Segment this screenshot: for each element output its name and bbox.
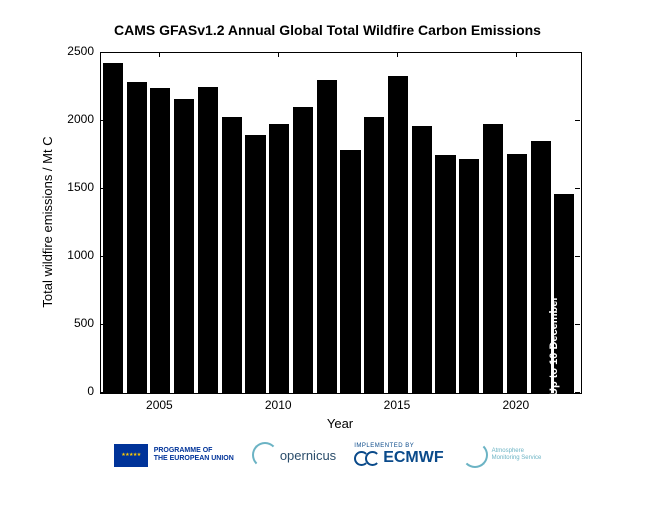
ytick-mark: [100, 188, 105, 189]
ams-swirl-icon: [462, 442, 488, 468]
ecmwf-main: ECMWF: [354, 449, 443, 467]
eu-line2: THE EUROPEAN UNION: [154, 455, 234, 463]
bar: [150, 88, 170, 393]
bar: [364, 117, 384, 393]
xtick-mark: [159, 387, 160, 392]
bar: [222, 117, 242, 393]
ams-line1: Atmosphere: [492, 448, 542, 455]
ecmwf-cc-icon: [354, 451, 380, 466]
ytick-mark: [575, 324, 580, 325]
xtick-label: 2020: [502, 398, 529, 412]
ams-text: Atmosphere Monitoring Service: [492, 448, 542, 461]
xtick-mark: [278, 387, 279, 392]
bar: [269, 124, 289, 393]
ytick-label: 1500: [50, 180, 94, 194]
ytick-mark: [100, 256, 105, 257]
chart-title: CAMS GFASv1.2 Annual Global Total Wildfi…: [0, 22, 655, 38]
plot-area: [100, 52, 582, 394]
bar: [174, 99, 194, 393]
bar: [340, 150, 360, 393]
page: CAMS GFASv1.2 Annual Global Total Wildfi…: [0, 0, 655, 505]
ytick-label: 2000: [50, 112, 94, 126]
ytick-mark: [100, 52, 105, 53]
xtick-mark: [516, 387, 517, 392]
ytick-mark: [100, 120, 105, 121]
eu-logo: ★ ★ ★ ★ ★ PROGRAMME OF THE EUROPEAN UNIO…: [114, 444, 234, 467]
copernicus-swirl-icon: [252, 442, 278, 468]
xtick-mark: [397, 387, 398, 392]
bar: [198, 87, 218, 393]
ytick-label: 0: [50, 384, 94, 398]
bar: [435, 155, 455, 393]
bar: [293, 107, 313, 393]
ytick-label: 1000: [50, 248, 94, 262]
bar: [459, 159, 479, 393]
copernicus-text: opernicus: [280, 448, 336, 463]
xtick-mark: [397, 52, 398, 57]
ecmwf-logo: IMPLEMENTED BY ECMWF: [354, 443, 443, 467]
ytick-mark: [575, 256, 580, 257]
ytick-mark: [575, 188, 580, 189]
ytick-mark: [100, 324, 105, 325]
xtick-mark: [159, 52, 160, 57]
y-axis-label: Total wildfire emissions / Mt C: [40, 112, 55, 332]
bar: [388, 76, 408, 393]
ecmwf-text: ECMWF: [383, 449, 443, 467]
xtick-mark: [278, 52, 279, 57]
bar: [507, 154, 527, 393]
bar: [245, 135, 265, 393]
xtick-label: 2010: [265, 398, 292, 412]
ams-logo: Atmosphere Monitoring Service: [462, 442, 542, 468]
bar: [103, 63, 123, 393]
eu-flag-icon: ★ ★ ★ ★ ★: [114, 444, 148, 467]
footer-logos: ★ ★ ★ ★ ★ PROGRAMME OF THE EUROPEAN UNIO…: [0, 442, 655, 468]
bar: [412, 126, 432, 393]
ytick-mark: [575, 52, 580, 53]
last-bar-note: Up to 10 December: [548, 296, 560, 396]
bar: [317, 80, 337, 393]
ytick-label: 500: [50, 316, 94, 330]
xtick-label: 2015: [384, 398, 411, 412]
xtick-mark: [516, 52, 517, 57]
ams-line2: Monitoring Service: [492, 455, 542, 462]
ytick-mark: [575, 392, 580, 393]
ytick-label: 2500: [50, 44, 94, 58]
ytick-mark: [575, 120, 580, 121]
bar: [483, 124, 503, 393]
xtick-label: 2005: [146, 398, 173, 412]
bar: [127, 82, 147, 393]
eu-text: PROGRAMME OF THE EUROPEAN UNION: [154, 447, 234, 462]
copernicus-logo: opernicus: [252, 442, 336, 468]
ytick-mark: [100, 392, 105, 393]
eu-line1: PROGRAMME OF: [154, 447, 234, 455]
x-axis-label: Year: [100, 416, 580, 431]
